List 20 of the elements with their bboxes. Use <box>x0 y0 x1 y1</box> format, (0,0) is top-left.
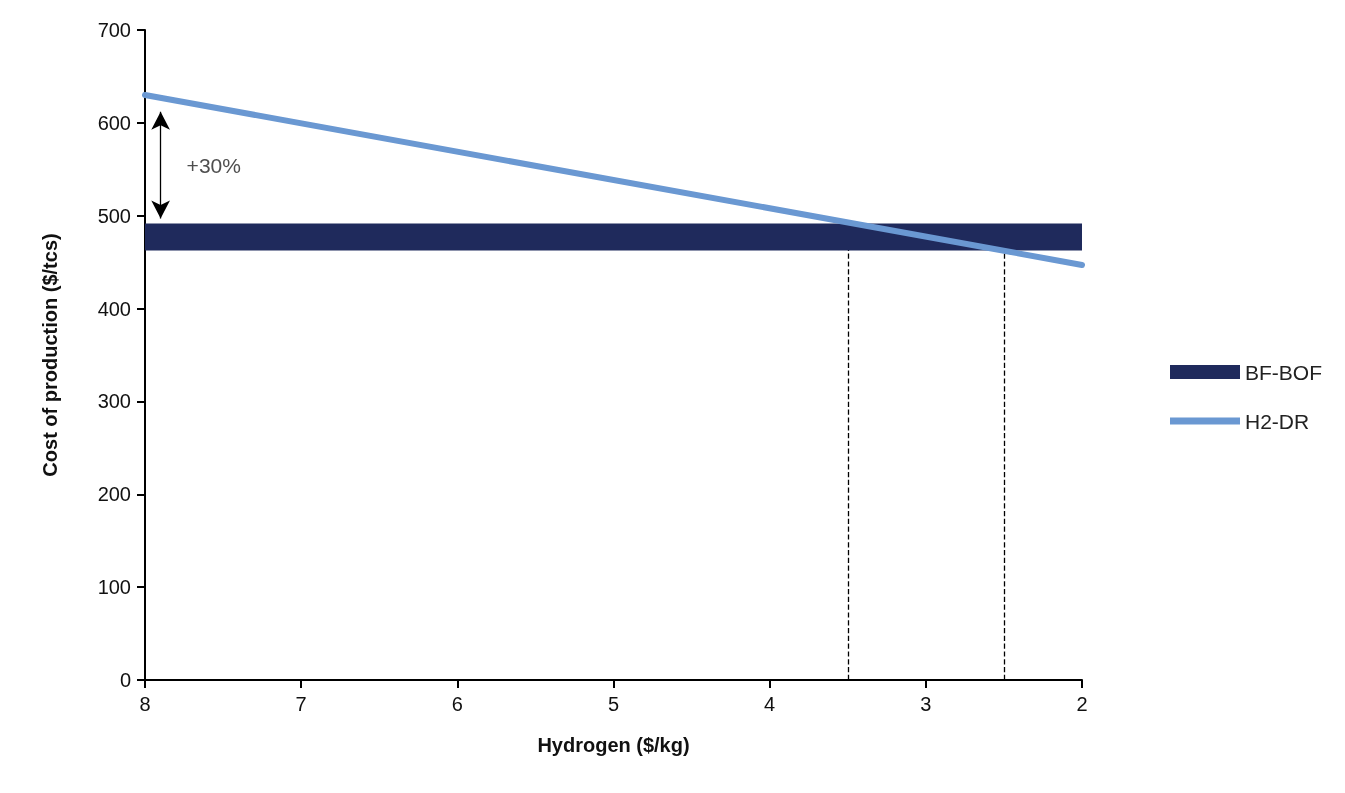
x-tick-label: 2 <box>1076 693 1088 715</box>
y-tick-label: 0 <box>119 669 131 691</box>
y-tick-label: 600 <box>97 111 131 134</box>
x-tick-label: 5 <box>607 693 620 715</box>
y-axis-title: Cost of production ($/tcs) <box>39 233 61 477</box>
x-tick-label: 4 <box>764 693 776 715</box>
y-tick-label: 100 <box>97 576 131 599</box>
y-tick-label: 700 <box>97 19 131 41</box>
x-tick-label: 8 <box>139 693 151 715</box>
legend-label: H2-DR <box>1245 409 1310 433</box>
y-tick-label: 300 <box>97 390 131 413</box>
legend-label: BF-BOF <box>1245 360 1322 384</box>
x-tick-label: 7 <box>295 693 307 715</box>
y-tick-label: 500 <box>97 204 131 227</box>
x-tick-label: 3 <box>920 693 932 715</box>
x-axis-title: Hydrogen ($/kg) <box>537 734 690 756</box>
annotation: +30% <box>186 153 241 177</box>
y-tick-label: 200 <box>97 483 131 506</box>
y-tick-label: 400 <box>97 297 131 320</box>
x-tick-label: 6 <box>451 693 463 715</box>
